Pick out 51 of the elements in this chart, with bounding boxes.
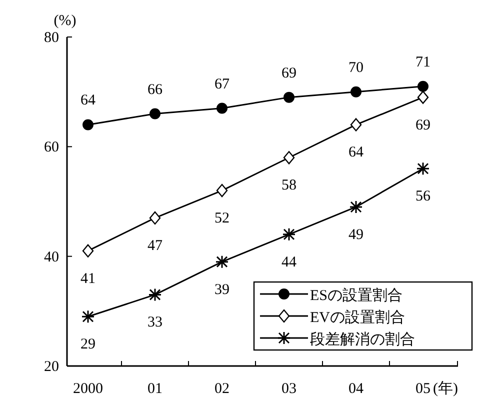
x-axis-title: (年) <box>433 380 458 397</box>
point <box>149 211 161 225</box>
point <box>284 92 294 103</box>
y-tick-label: 60 <box>44 140 59 156</box>
point <box>416 162 430 176</box>
point <box>349 200 363 214</box>
point <box>216 184 228 198</box>
point <box>150 108 160 120</box>
point <box>417 90 429 104</box>
data-label: 69 <box>282 65 296 82</box>
y-tick-label: 20 <box>44 359 59 375</box>
point <box>82 119 94 130</box>
point <box>418 80 428 92</box>
x-tick-label: 04 <box>348 381 364 397</box>
data-label: 64 <box>348 144 364 161</box>
y-tick-label: 80 <box>44 30 59 46</box>
x-tick-label: 01 <box>148 381 162 397</box>
data-label: 33 <box>148 314 162 331</box>
data-label: 66 <box>148 82 163 98</box>
data-label: 49 <box>348 226 364 243</box>
data-label: 70 <box>348 60 364 76</box>
x-tick-label: 2000 <box>73 381 103 397</box>
point <box>148 288 162 302</box>
x-tick-label: 02 <box>214 381 230 397</box>
legend-label: 段差解消の割合 <box>310 331 415 348</box>
point <box>350 118 362 132</box>
data-label: 29 <box>80 336 96 353</box>
data-label: 52 <box>214 210 230 227</box>
y-axis-title: (%) <box>54 13 76 29</box>
point <box>282 228 296 242</box>
data-label: 58 <box>282 178 296 194</box>
point <box>283 151 295 164</box>
x-tick-label: 05 <box>416 381 430 397</box>
point <box>350 86 362 98</box>
data-label: 67 <box>214 76 230 92</box>
data-label: 71 <box>416 54 430 70</box>
legend-label: EVの設置割合 <box>310 309 405 326</box>
y-tick-label: 40 <box>44 249 59 266</box>
data-label: 44 <box>282 254 297 270</box>
legend-label: ESの設置割合 <box>310 287 403 304</box>
data-label: 64 <box>80 92 96 109</box>
data-label: 47 <box>148 238 163 254</box>
point <box>215 255 229 269</box>
data-label: 56 <box>416 188 431 205</box>
point <box>81 310 95 324</box>
data-label: 41 <box>80 270 96 287</box>
data-label: 39 <box>214 282 230 298</box>
data-label: 69 <box>416 117 430 134</box>
x-tick-label: 03 <box>282 381 296 397</box>
point <box>82 244 94 258</box>
point <box>216 102 228 114</box>
